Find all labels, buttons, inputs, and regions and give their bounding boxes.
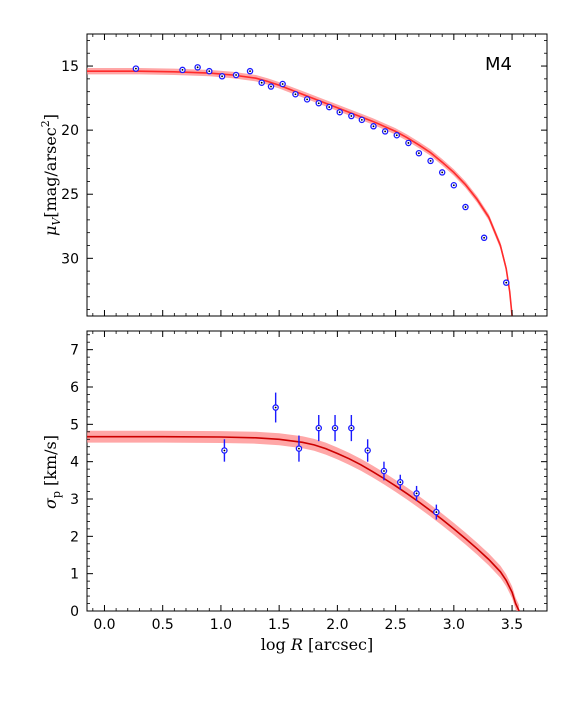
y-tick-label: 0 — [70, 604, 79, 620]
data-point-center — [415, 492, 418, 495]
data-point-center — [429, 160, 432, 162]
y-tick-label: 3 — [70, 492, 79, 508]
y-tick-label: 7 — [70, 343, 79, 359]
top-axis-ticks: 15 20 25 30 — [61, 34, 547, 316]
data-point-center — [350, 427, 353, 429]
data-point-center — [281, 83, 284, 85]
y-tick-label: 4 — [70, 455, 79, 471]
data-point-center — [417, 152, 420, 155]
x-tick-label: 0.0 — [93, 617, 115, 633]
model-band — [87, 430, 520, 611]
data-point-center — [483, 236, 486, 239]
data-point-center — [260, 81, 263, 84]
data-point-center — [235, 74, 237, 76]
surface-brightness-panel: 15 20 25 30 M4 μV[mag/arsec2] — [39, 33, 548, 317]
bottom-y-axis-title: σp [km/s] — [41, 435, 63, 509]
data-point-center — [452, 184, 455, 187]
data-point-center — [306, 98, 309, 101]
top-y-axis-title: μV[mag/arsec2] — [39, 114, 63, 236]
y-tick-label: 20 — [61, 123, 79, 139]
x-tick-label: 3.0 — [443, 617, 465, 633]
data-point-center — [383, 470, 385, 472]
x-axis-title: log R [arcsec] — [261, 635, 373, 654]
top-plot-frame — [86, 33, 548, 317]
x-tick-label: 3.5 — [501, 617, 523, 633]
data-point-center — [366, 449, 369, 452]
x-tick-label: 2.5 — [384, 617, 406, 633]
bottom-axis-ticks: 0.0 0.5 1.0 1.5 2.0 2.5 3.0 3.5 0 1 2 3 4 5 6 7 — [70, 331, 547, 633]
data-point-center — [317, 102, 320, 105]
data-point-center — [196, 66, 199, 69]
data-point-center — [441, 171, 444, 174]
data-point-center — [181, 68, 184, 71]
data-point-center — [399, 481, 402, 484]
data-point-center — [372, 125, 375, 128]
data-point-center — [294, 93, 297, 96]
model-line — [87, 435, 520, 611]
x-tick-label: 2.0 — [326, 617, 348, 633]
data-point-center — [221, 75, 223, 78]
y-tick-label: 25 — [61, 187, 79, 203]
data-point-center — [338, 111, 341, 114]
svg-text:σp [km/s]: σp [km/s] — [41, 435, 63, 509]
data-point-center — [208, 70, 211, 73]
data-point-center — [223, 449, 226, 452]
data-point-center — [395, 134, 398, 137]
y-tick-label: 2 — [70, 529, 79, 545]
model-line — [87, 70, 513, 316]
y-tick-label: 5 — [70, 417, 79, 433]
panel-label: M4 — [485, 54, 512, 75]
y-tick-label: 6 — [70, 380, 79, 396]
data-point-center — [328, 106, 331, 108]
svg-text:μV[mag/arsec2]: μV[mag/arsec2] — [39, 114, 63, 236]
data-point-center — [274, 406, 277, 409]
data-point-center — [505, 281, 508, 284]
y-tick-label: 1 — [70, 567, 79, 583]
data-point-center — [298, 447, 300, 450]
y-tick-label: 15 — [61, 59, 79, 75]
x-tick-label: 0.5 — [152, 617, 174, 633]
data-point-center — [317, 427, 320, 429]
data-point-center — [334, 427, 336, 429]
data-point-center — [135, 67, 137, 70]
data-point-center — [464, 206, 467, 208]
velocity-dispersion-panel: 0.0 0.5 1.0 1.5 2.0 2.5 3.0 3.5 0 1 2 3 4 5 6 7 σp [km/… — [41, 330, 548, 654]
data-point-center — [249, 70, 251, 73]
model-band — [87, 68, 513, 316]
data-point-center — [384, 130, 387, 133]
data-point-center — [407, 142, 410, 144]
bottom-plot-frame — [86, 330, 548, 612]
data-point-center — [360, 118, 363, 121]
data-point-center — [270, 85, 272, 88]
x-tick-label: 1.5 — [268, 617, 290, 633]
data-point-center — [350, 115, 353, 117]
x-tick-label: 1.0 — [210, 617, 232, 633]
data-point-center — [435, 511, 438, 513]
y-tick-label: 30 — [61, 251, 79, 267]
